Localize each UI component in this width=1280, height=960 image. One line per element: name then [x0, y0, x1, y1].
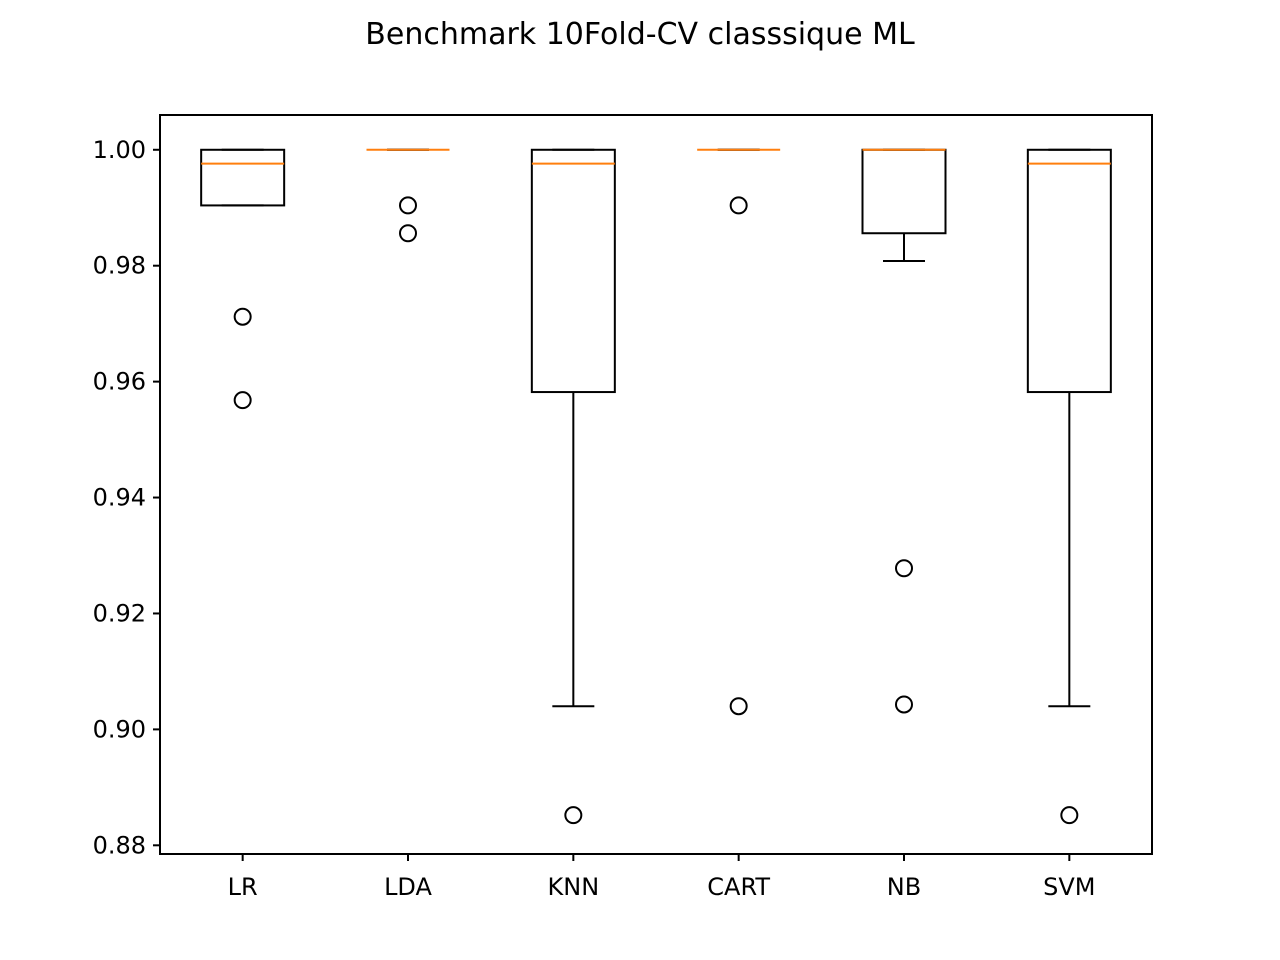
box-group-svm	[1026, 148, 1112, 825]
outlier-point	[233, 391, 252, 410]
outlier-point	[729, 697, 748, 716]
box-iqr	[1026, 148, 1112, 394]
outlier-point	[399, 196, 417, 215]
outlier-point	[895, 559, 913, 578]
outlier-point	[564, 806, 583, 825]
y-tick-label: 1.00	[93, 136, 146, 164]
box-iqr	[530, 148, 616, 394]
box-group-lr	[200, 148, 286, 410]
x-tick-label: NB	[887, 873, 921, 901]
y-tick-label: 0.94	[93, 484, 146, 512]
y-tick-label: 0.92	[93, 599, 146, 627]
outlier-point	[729, 196, 748, 215]
box-iqr	[200, 148, 286, 207]
y-tick-label: 0.98	[93, 252, 146, 280]
box-iqr	[861, 148, 947, 235]
x-tick-label: LDA	[384, 873, 432, 901]
axes: LR LDA KNN CART NB SVM 0.88 0.90 0.92 0.94 0.96 0.9…	[93, 136, 1096, 901]
box-group-knn	[530, 148, 616, 825]
plot-frame	[159, 114, 1153, 855]
x-tick-label: KNN	[548, 873, 600, 901]
box-group-nb	[861, 148, 947, 714]
outlier-point	[1060, 806, 1079, 825]
y-tick-label: 0.96	[93, 368, 146, 396]
outlier-point	[233, 307, 252, 326]
chart-title: Benchmark 10Fold-CV classsique ML	[365, 17, 915, 52]
outlier-point	[399, 224, 417, 243]
y-tick-label: 0.88	[93, 831, 146, 859]
x-tick-label: CART	[707, 873, 770, 901]
box-group-cart	[697, 148, 781, 716]
x-tick-label: LR	[228, 873, 258, 901]
plot-area	[200, 148, 1112, 825]
y-tick-label: 0.90	[93, 715, 146, 743]
outlier-point	[895, 695, 913, 714]
x-tick-label: SVM	[1043, 873, 1095, 901]
box-group-lda	[366, 148, 450, 243]
